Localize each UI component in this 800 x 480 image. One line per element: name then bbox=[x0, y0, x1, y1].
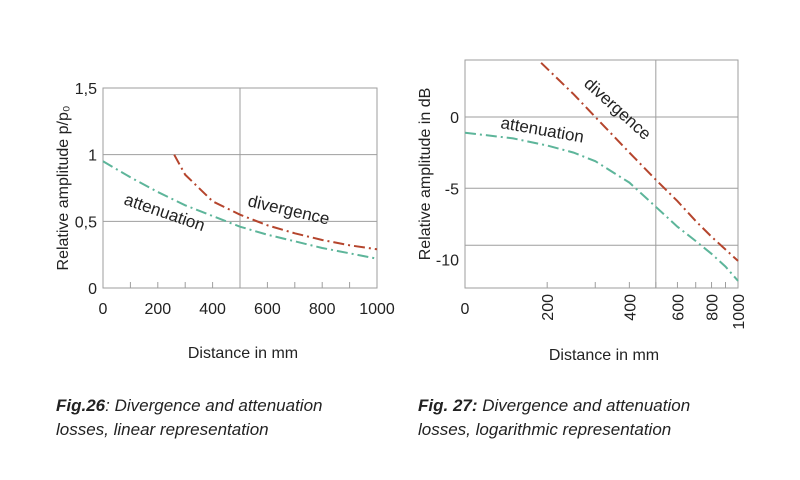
chart1-y-tick-label: 1 bbox=[88, 148, 97, 165]
chart2-x-tick-label: 1000 bbox=[731, 294, 748, 330]
chart1-x-tick-label: 0 bbox=[99, 301, 108, 318]
chart2-x-axis-label: Distance in mm bbox=[549, 347, 659, 364]
caption-fig26-line2: losses, linear representation bbox=[56, 420, 269, 439]
chart1-x-tick-label: 1000 bbox=[359, 301, 395, 318]
chart2-x-tick-label: 800 bbox=[705, 294, 722, 321]
chart1-y-axis-label: Relative amplitude p/p₀ bbox=[55, 106, 72, 271]
caption-fig27-text: Divergence and attenuation bbox=[477, 396, 691, 415]
chart1-y-tick-label: 1,5 bbox=[75, 81, 97, 98]
caption-fig26-label: Fig.26 bbox=[56, 396, 106, 415]
chart1-x-tick-label: 400 bbox=[199, 301, 226, 318]
chart2-y-axis-label: Relative amplitude in dB bbox=[417, 88, 434, 261]
chart2-x-tick-label: 200 bbox=[540, 294, 557, 321]
chart2-y-tick-label: 0 bbox=[450, 110, 459, 127]
chart2-series-attenuation bbox=[464, 131, 739, 282]
chart1-series-attenuation bbox=[102, 160, 378, 260]
chart2-y-tick-label: -5 bbox=[445, 181, 459, 198]
chart2-x-tick-label: 600 bbox=[670, 294, 687, 321]
caption-fig27-line2: losses, logarithmic representation bbox=[418, 420, 672, 439]
chart2-frame bbox=[464, 59, 739, 289]
caption-fig26-text: : Divergence and attenuation bbox=[105, 396, 323, 415]
chart1-series-divergence bbox=[173, 154, 378, 251]
chart2-x-tick-label: 0 bbox=[461, 301, 470, 318]
chart1-x-tick-label: 600 bbox=[254, 301, 281, 318]
chart2-x-tick-label: 400 bbox=[622, 294, 639, 321]
chart1-x-tick-label: 200 bbox=[144, 301, 171, 318]
chart2-series-divergence bbox=[540, 62, 739, 262]
caption-fig27: Fig. 27: Divergence and attenuation loss… bbox=[418, 394, 690, 442]
chart1-x-axis-label: Distance in mm bbox=[188, 345, 298, 362]
caption-fig27-label: Fig. 27: bbox=[418, 396, 478, 415]
chart1-x-tick-label: 800 bbox=[309, 301, 336, 318]
chart2-annotation-attenuation: attenuation bbox=[499, 113, 585, 146]
chart1-y-tick-label: 0,5 bbox=[75, 214, 97, 231]
chart1-annotation-attenuation: attenuation bbox=[122, 190, 208, 235]
caption-fig26: Fig.26: Divergence and attenuation losse… bbox=[56, 394, 323, 442]
chart2-annotation-divergence: divergence bbox=[580, 74, 655, 144]
chart1-y-tick-label: 0 bbox=[88, 281, 97, 298]
chart2-y-tick-label: -10 bbox=[436, 253, 459, 270]
